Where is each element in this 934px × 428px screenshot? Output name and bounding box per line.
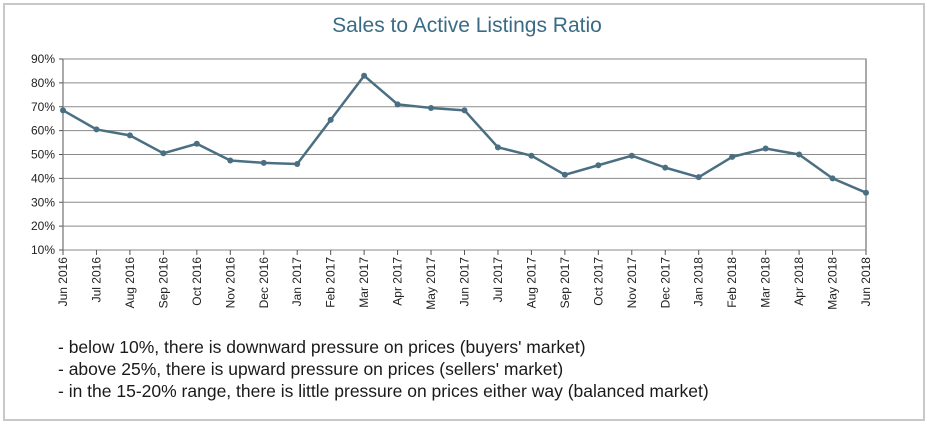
note-sellers-market: - above 25%, there is upward pressure on… (58, 359, 564, 379)
x-tick-label: Sep 2017 (558, 257, 572, 309)
data-point (160, 150, 167, 157)
y-tick-label: 50% (31, 148, 55, 162)
x-tick-label: Feb 2017 (324, 257, 338, 308)
x-tick-label: Nov 2016 (223, 257, 237, 309)
x-tick-label: Aug 2017 (524, 257, 538, 309)
note-buyers-market: - below 10%, there is downward pressure … (58, 337, 586, 357)
data-point (729, 153, 736, 160)
x-tick-label: May 2018 (826, 257, 840, 310)
data-point (260, 159, 267, 166)
note-balanced-market: - in the 15-20% range, there is little p… (58, 381, 709, 401)
x-tick-label: Dec 2017 (658, 257, 672, 309)
data-point (60, 107, 66, 114)
data-point (863, 189, 869, 196)
grid-lines (62, 58, 867, 251)
y-tick-label: 10% (31, 243, 55, 257)
y-tick-label: 30% (31, 195, 55, 209)
x-tick-label: Apr 2018 (792, 257, 806, 306)
x-tick-label: Mar 2018 (759, 257, 773, 308)
data-point (829, 175, 836, 182)
y-tick-label: 60% (31, 124, 55, 138)
x-tick-label: Jun 2016 (56, 257, 70, 307)
y-tick-label: 40% (31, 171, 55, 185)
data-point (494, 144, 501, 151)
x-tick-label: Jun 2018 (859, 257, 873, 307)
data-point (93, 126, 100, 133)
data-point (294, 161, 301, 168)
series-sales-ratio (60, 72, 869, 196)
x-tick-label: Aug 2016 (123, 257, 137, 309)
x-tick-label: Jan 2017 (290, 257, 304, 307)
x-tick-label: Mar 2017 (357, 257, 371, 308)
y-tick-label: 20% (31, 219, 55, 233)
y-tick-label: 80% (31, 76, 55, 90)
y-axis: 10% 20% 30% 40% 50% 60% 70% 80% 90% (31, 52, 63, 257)
x-tick-label: Apr 2017 (391, 257, 405, 306)
notes-list: - below 10%, there is downward pressure … (58, 336, 709, 402)
data-point (662, 164, 669, 171)
data-point (428, 104, 435, 111)
x-tick-label: Dec 2016 (257, 257, 271, 309)
data-point (461, 107, 468, 114)
x-tick-label: Jun 2017 (458, 257, 472, 307)
x-tick-label: May 2017 (424, 257, 438, 310)
data-point (327, 116, 334, 123)
data-point (561, 171, 568, 178)
data-point (193, 140, 200, 147)
data-point (595, 162, 602, 169)
data-point (361, 72, 368, 79)
x-tick-label: Jul 2017 (491, 257, 505, 303)
chart-frame (3, 3, 925, 421)
data-point (528, 152, 535, 159)
x-tick-label: Jan 2018 (692, 257, 706, 307)
data-point (695, 174, 702, 181)
x-tick-label: Sep 2016 (156, 257, 170, 309)
data-point (227, 157, 234, 164)
x-axis: Jun 2016 Jul 2016 Aug 2016 Sep 2016 Oct 2016… (56, 250, 873, 310)
x-tick-label: Nov 2017 (625, 257, 639, 309)
x-tick-label: Feb 2018 (725, 257, 739, 308)
data-point (762, 145, 769, 152)
series-line (62, 74, 867, 194)
data-point (394, 101, 401, 108)
data-point (126, 132, 133, 139)
data-point (796, 151, 803, 158)
chart-title: Sales to Active Listings Ratio (332, 14, 602, 37)
y-tick-label: 90% (31, 52, 55, 66)
x-tick-label: Oct 2017 (591, 257, 605, 306)
data-point (628, 152, 635, 159)
x-tick-label: Oct 2016 (190, 257, 204, 306)
x-tick-label: Jul 2016 (89, 257, 103, 303)
y-tick-label: 70% (31, 100, 55, 114)
